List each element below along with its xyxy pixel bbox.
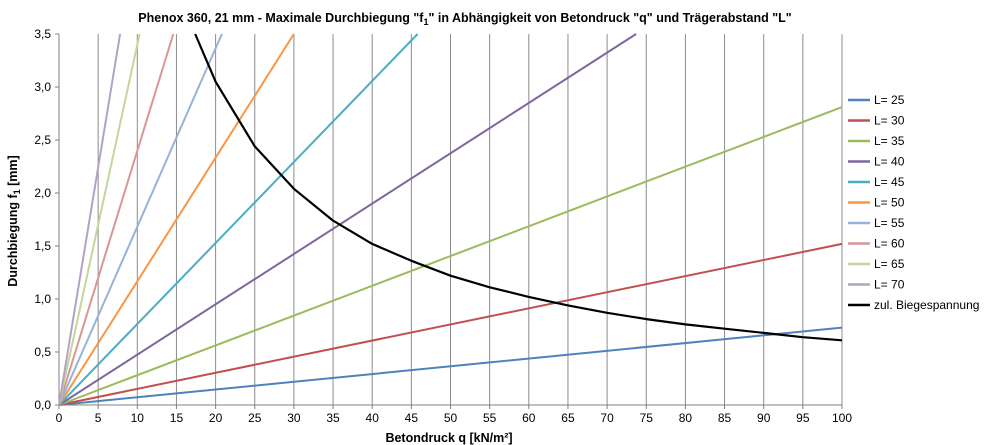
series-line-9 (58, 33, 141, 406)
y-tick-label: 0,5 (34, 345, 51, 359)
series-line-2 (58, 242, 843, 406)
y-tick-label: 0,0 (34, 398, 51, 412)
x-tick-label: 5 (95, 411, 102, 425)
legend-label: L= 30 (874, 114, 905, 128)
y-tick-label: 3,5 (34, 27, 51, 41)
x-axis-label: Betondruck q [kN/m²] (385, 431, 512, 445)
y-tick-label: 2,0 (34, 186, 51, 200)
series-line-1 (58, 326, 843, 406)
legend-label: L= 70 (874, 278, 905, 292)
x-tick-label: 80 (679, 411, 693, 425)
legend-label: L= 40 (874, 155, 905, 169)
series-line-5 (58, 33, 419, 406)
series-line-8 (58, 33, 175, 406)
y-tick-label: 3,0 (34, 80, 51, 94)
legend-label: L= 55 (874, 216, 905, 230)
series-line-3 (58, 106, 843, 406)
x-tick-label: 55 (483, 411, 497, 425)
legend-label: L= 60 (874, 237, 905, 251)
x-tick-label: 100 (832, 411, 852, 425)
legend-label: L= 65 (874, 257, 905, 271)
legend: L= 25 L= 30 L= 35 L= 40 L= 45 L= 50 L= 55 L= 60… (848, 93, 979, 312)
x-tick-label: 95 (796, 411, 810, 425)
series-lines (58, 33, 843, 406)
x-tick-label: 35 (326, 411, 340, 425)
y-tick-label: 1,0 (34, 292, 51, 306)
x-tick-label: 0 (56, 411, 63, 425)
chart-title: Phenox 360, 21 mm - Maximale Durchbiegun… (138, 11, 791, 27)
series-line-10 (58, 33, 122, 406)
legend-label: zul. Biegespannung (874, 298, 979, 312)
x-tick-label: 20 (209, 411, 223, 425)
y-tick-label: 1,5 (34, 239, 51, 253)
x-tick-label: 15 (170, 411, 184, 425)
legend-label: L= 25 (874, 93, 905, 107)
series-line-7 (58, 33, 223, 406)
x-tick-label: 30 (287, 411, 301, 425)
x-tick-label: 10 (131, 411, 145, 425)
x-tick-label: 90 (757, 411, 771, 425)
legend-label: L= 45 (874, 175, 905, 189)
x-tick-label: 75 (640, 411, 654, 425)
y-tick-label: 2,5 (34, 133, 51, 147)
x-tick-label: 65 (561, 411, 575, 425)
series-line-6 (58, 33, 295, 406)
x-tick-label: 50 (444, 411, 458, 425)
axes (55, 33, 843, 409)
x-tick-label: 85 (718, 411, 732, 425)
x-tick-label: 70 (600, 411, 614, 425)
x-tick-label: 25 (248, 411, 262, 425)
x-tick-label: 40 (366, 411, 380, 425)
series-line-4 (58, 33, 637, 406)
legend-label: L= 50 (874, 196, 905, 210)
y-axis-label: Durchbiegung f1 [mm] (6, 155, 22, 286)
x-tick-label: 60 (522, 411, 536, 425)
legend-label: L= 35 (874, 134, 905, 148)
x-tick-label: 45 (405, 411, 419, 425)
tick-labels: 0 5 10 15 20 25 30 35 40 45 50 55 60 65 70 75 80 85 90 95 10… (34, 27, 852, 425)
series-line-11 (194, 33, 843, 342)
grid-lines (97, 34, 843, 405)
